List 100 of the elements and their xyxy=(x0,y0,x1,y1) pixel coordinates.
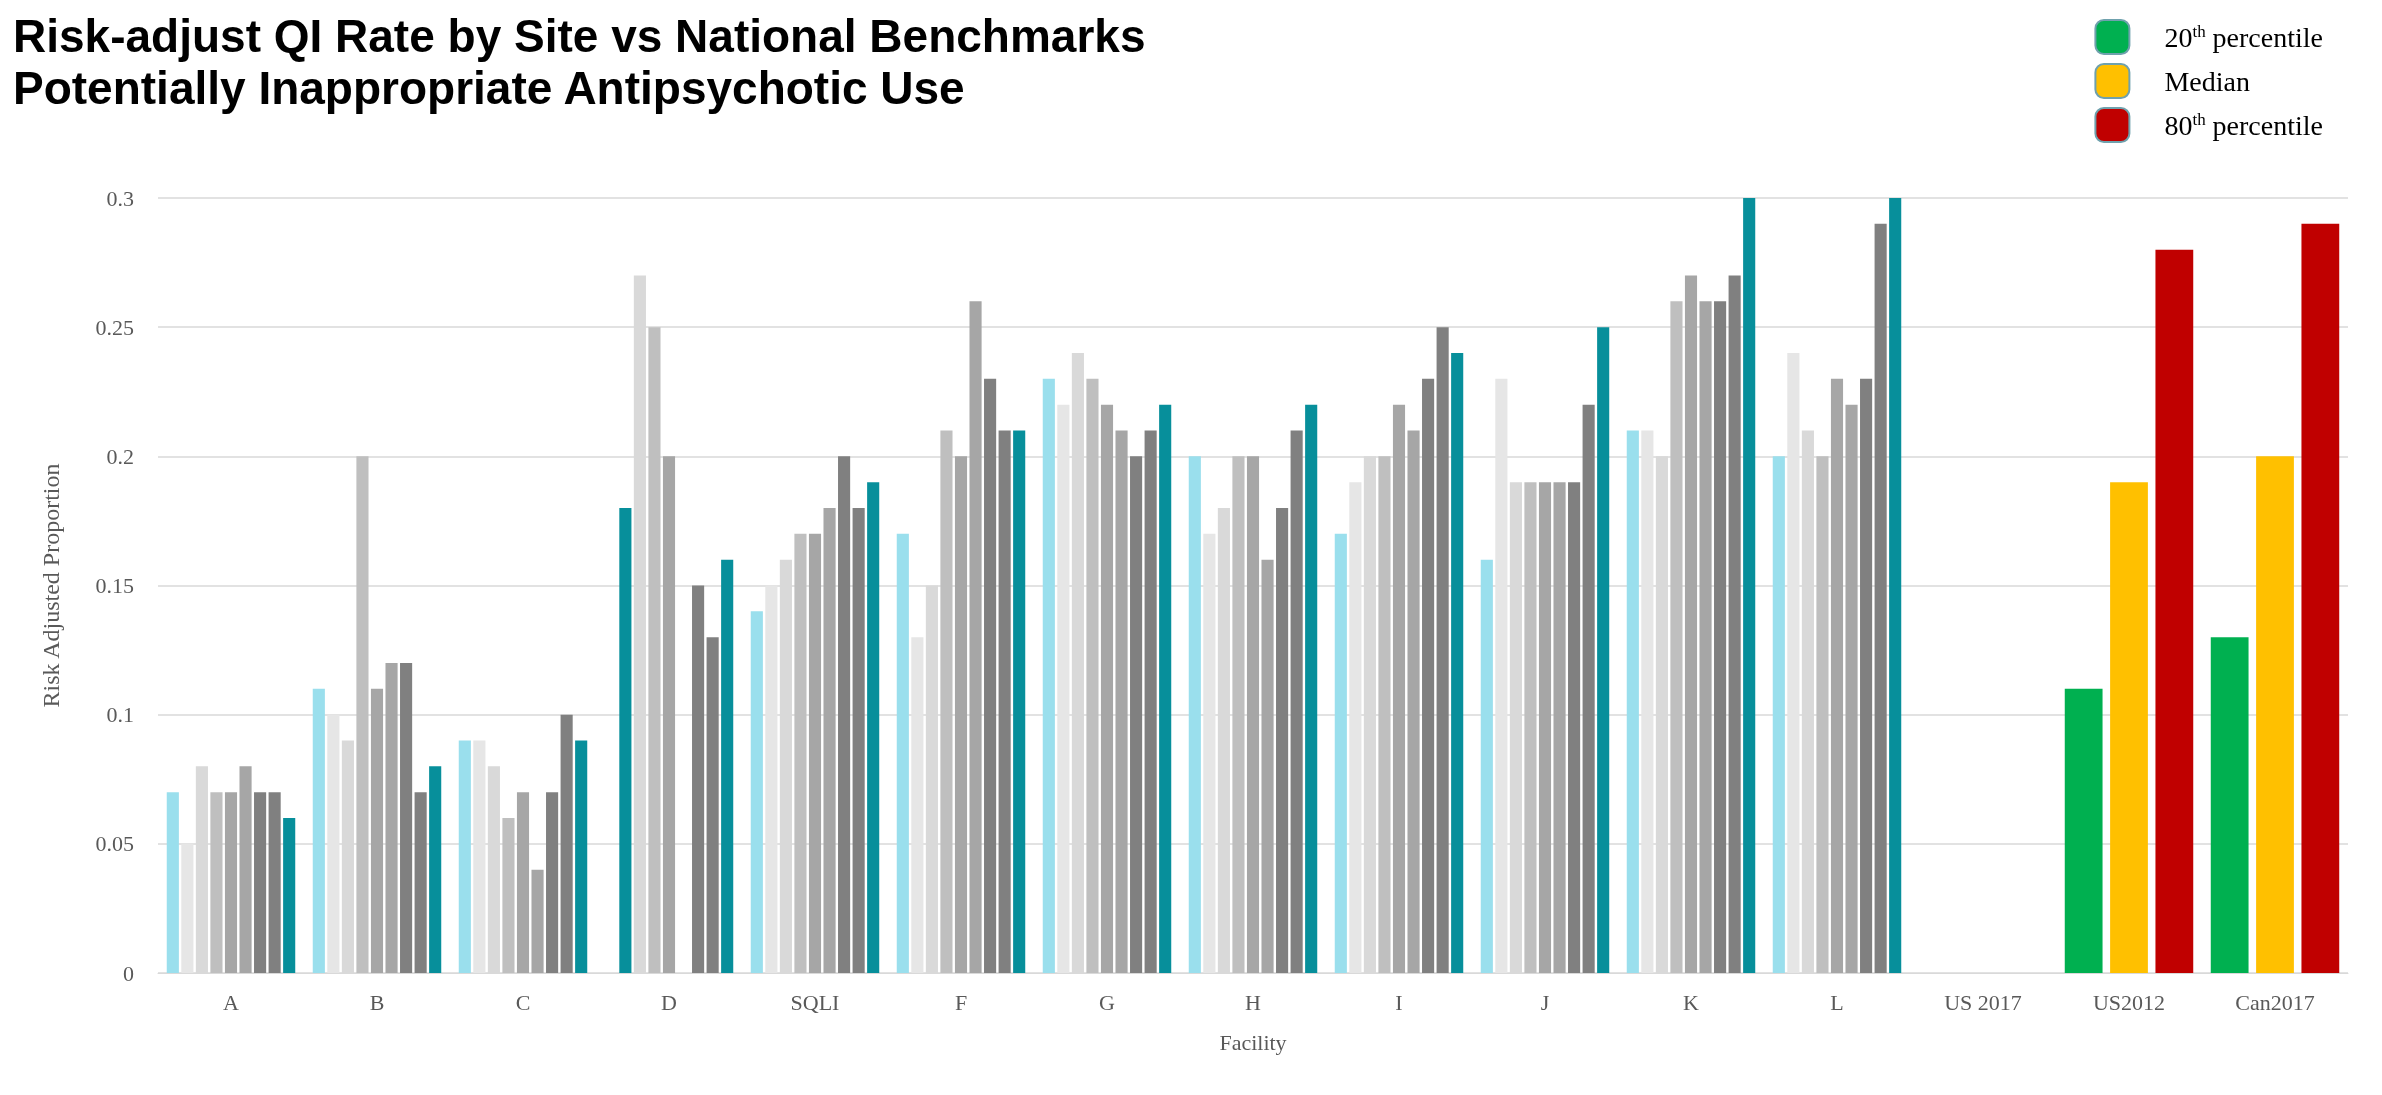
bar xyxy=(210,792,223,973)
x-tick-label: G xyxy=(1099,989,1116,1015)
y-tick-label: 0.25 xyxy=(95,314,134,340)
bar xyxy=(224,792,238,973)
bar xyxy=(2110,482,2148,973)
x-tick-label: A xyxy=(223,989,240,1015)
bar xyxy=(1451,353,1464,973)
bar xyxy=(954,456,968,973)
bar xyxy=(327,714,340,973)
bar xyxy=(1246,456,1260,973)
bar xyxy=(1407,430,1420,973)
bar xyxy=(1626,430,1639,973)
y-tick-label: 0.15 xyxy=(95,573,134,598)
x-tick-label: D xyxy=(661,989,677,1015)
bar xyxy=(706,637,719,973)
bar xyxy=(721,559,734,973)
chart-title: Risk-adjust QI Rate by Site vs National Benchmarks xyxy=(13,10,1146,62)
bar xyxy=(516,792,530,973)
bar xyxy=(1480,559,1493,973)
bar xyxy=(1305,404,1318,973)
legend-label: Median xyxy=(2164,65,2250,97)
bar xyxy=(1349,482,1362,973)
bar xyxy=(385,663,398,973)
bar xyxy=(662,456,676,973)
bar xyxy=(896,533,909,973)
x-tick-label: SQLI xyxy=(790,989,840,1015)
bar xyxy=(1524,482,1537,973)
x-tick-label: L xyxy=(1830,989,1844,1015)
bar xyxy=(1436,327,1449,973)
x-tick-label: H xyxy=(1245,989,1262,1015)
bar xyxy=(2256,456,2294,973)
bar xyxy=(1203,533,1216,973)
bar xyxy=(1188,456,1201,973)
bar xyxy=(852,508,865,973)
x-tick-label: K xyxy=(1683,989,1700,1015)
bar xyxy=(1290,430,1303,973)
bar xyxy=(648,327,661,973)
bar xyxy=(1130,456,1143,973)
bar xyxy=(969,301,982,973)
bar xyxy=(1100,404,1114,973)
bar xyxy=(1772,456,1785,973)
bar xyxy=(998,430,1011,973)
bar xyxy=(1232,456,1245,973)
bar xyxy=(268,792,281,973)
bar xyxy=(1699,301,1712,973)
bar xyxy=(1728,275,1741,973)
bar xyxy=(1057,404,1070,973)
bar xyxy=(1845,404,1858,973)
bar xyxy=(473,740,486,973)
bar xyxy=(370,688,384,973)
bar xyxy=(1261,559,1274,973)
chart-subtitle: Potentially Inappropriate Antipsychotic Use xyxy=(13,62,965,114)
bar xyxy=(546,792,559,973)
bar xyxy=(1684,275,1698,973)
bar xyxy=(356,456,369,973)
y-tick-label: 0.2 xyxy=(106,443,134,469)
bar xyxy=(940,430,953,973)
x-tick-label: US2012 xyxy=(2092,989,2166,1015)
bar xyxy=(1276,508,1289,973)
bar xyxy=(312,688,325,973)
x-tick-label: B xyxy=(369,989,385,1015)
bar xyxy=(1538,482,1552,973)
bar xyxy=(1714,301,1727,973)
bar xyxy=(254,792,267,973)
bar xyxy=(692,585,705,973)
bar xyxy=(2210,637,2249,973)
bar xyxy=(1553,482,1566,973)
bar xyxy=(414,792,427,973)
x-tick-label: Can2017 xyxy=(2235,989,2315,1015)
bar xyxy=(1670,301,1683,973)
bar xyxy=(1597,327,1610,973)
bar xyxy=(765,585,778,973)
bar xyxy=(1874,223,1887,973)
bar xyxy=(1582,404,1595,973)
x-tick-label: C xyxy=(515,989,531,1015)
y-axis-title: Risk Adjusted Proportion xyxy=(38,463,64,708)
bar xyxy=(429,766,442,973)
bar xyxy=(283,818,296,973)
bar xyxy=(838,456,851,973)
y-tick-label: 0.3 xyxy=(106,185,134,211)
bar xyxy=(1830,378,1844,973)
bar xyxy=(181,843,194,973)
x-tick-label: I xyxy=(1395,989,1403,1015)
bar xyxy=(984,378,997,973)
x-tick-label: J xyxy=(1540,989,1550,1015)
bar xyxy=(239,766,252,973)
bar xyxy=(1086,378,1099,973)
bar xyxy=(560,714,573,973)
bar xyxy=(750,611,763,973)
bar xyxy=(823,508,836,973)
y-tick-label: 0.05 xyxy=(95,831,134,857)
bar xyxy=(458,740,471,973)
bar xyxy=(166,792,179,973)
bar xyxy=(1743,198,1756,973)
bar xyxy=(1816,456,1829,973)
x-tick-label: F xyxy=(954,989,968,1015)
bar xyxy=(502,818,515,973)
bar xyxy=(1889,198,1902,973)
bar xyxy=(1013,430,1026,973)
bar xyxy=(794,533,807,973)
